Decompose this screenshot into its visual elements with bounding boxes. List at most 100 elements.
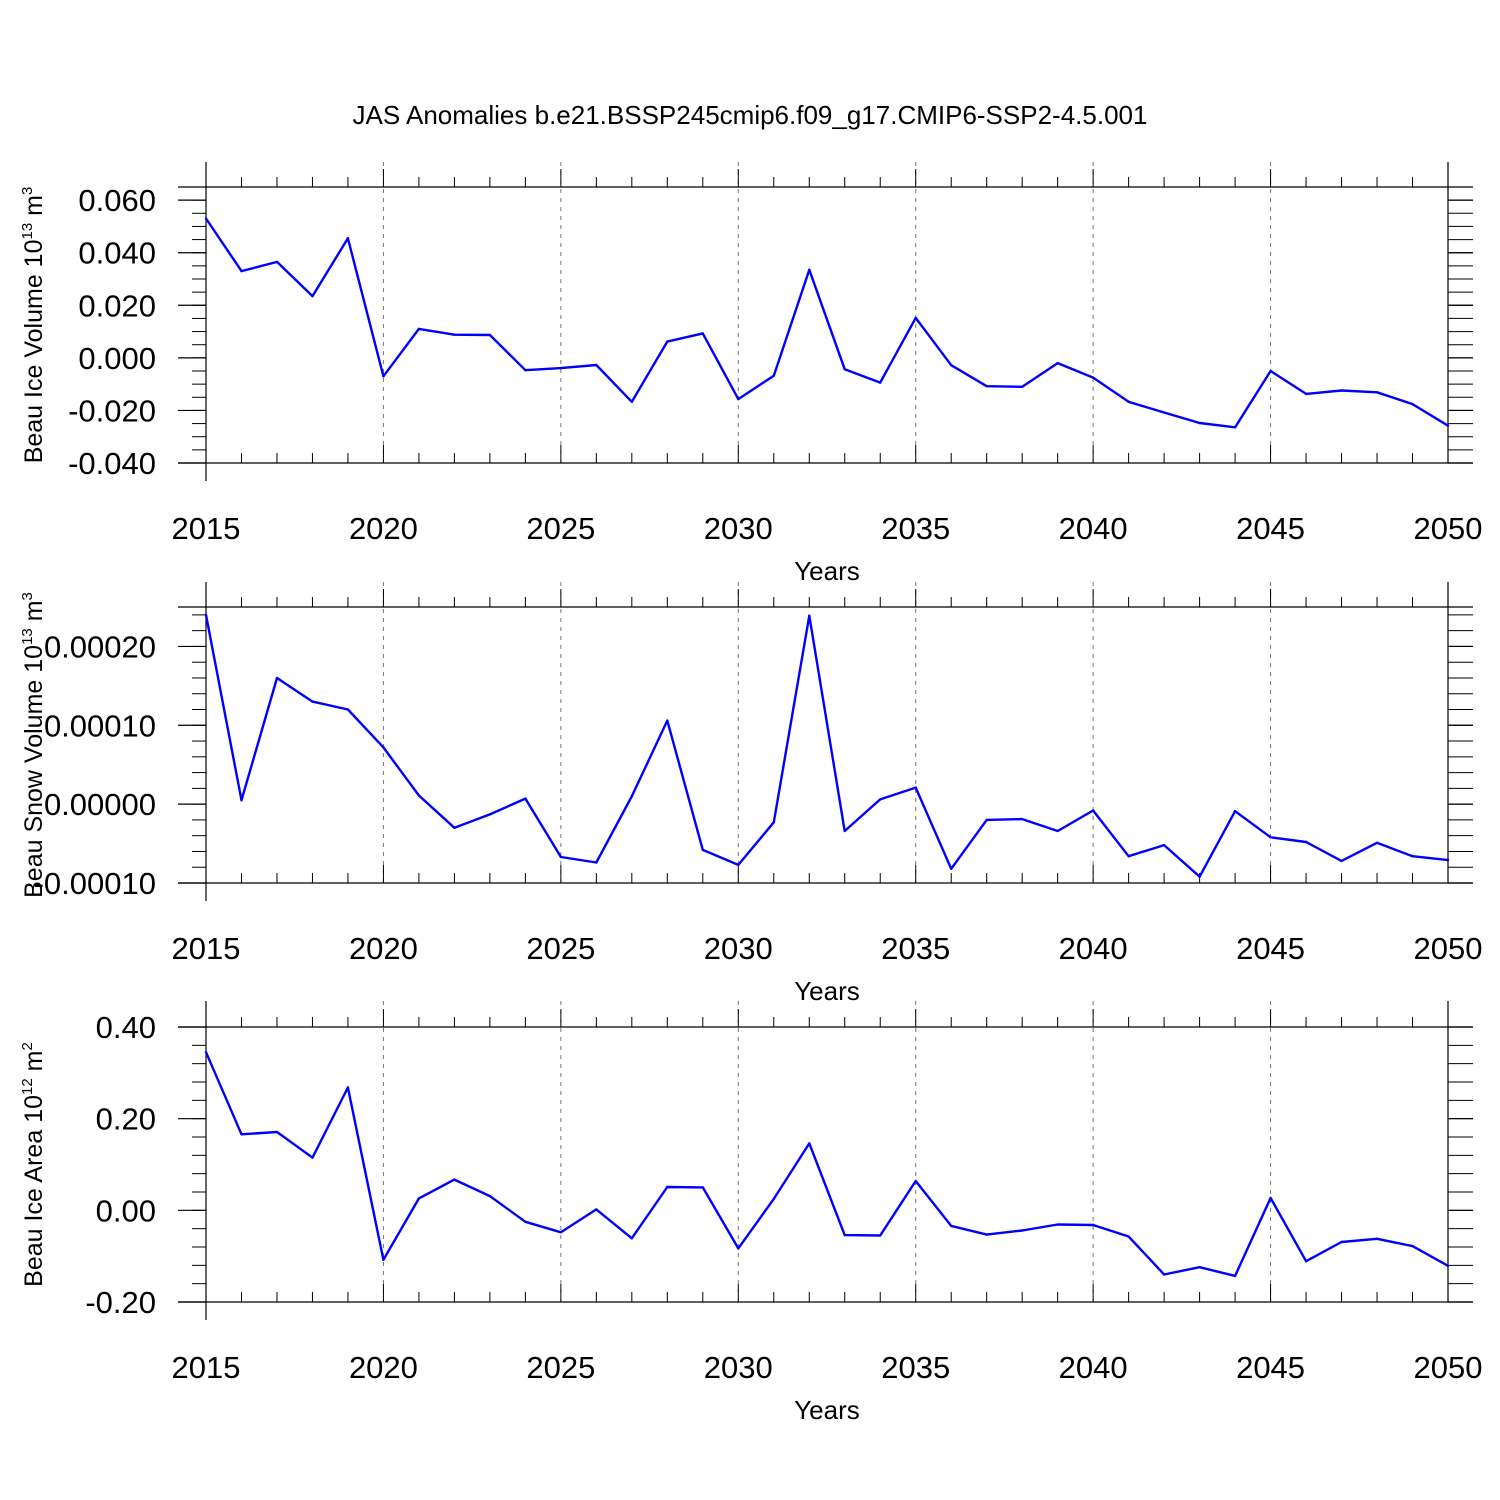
data-point xyxy=(1304,840,1308,844)
data-point xyxy=(1020,1229,1024,1232)
x-tick-label: 2020 xyxy=(349,1350,418,1385)
data-point xyxy=(950,1224,953,1228)
data-point xyxy=(701,332,704,335)
y-tick-label: -0.040 xyxy=(68,446,156,481)
y-tick-label: 0.040 xyxy=(78,236,156,271)
data-point xyxy=(382,1258,385,1262)
data-point xyxy=(1446,1264,1450,1267)
data-point xyxy=(1162,411,1166,414)
data-point xyxy=(1269,836,1272,839)
y-tick-label: 0.40 xyxy=(96,1010,156,1045)
data-point xyxy=(1411,854,1414,858)
data-point xyxy=(1127,400,1130,403)
data-point xyxy=(1304,1260,1308,1263)
data-point xyxy=(843,1233,846,1237)
data-point xyxy=(630,1237,634,1240)
data-point xyxy=(1091,809,1095,812)
data-point xyxy=(843,367,846,371)
data-point xyxy=(772,374,775,377)
x-tick-label: 2050 xyxy=(1414,511,1483,546)
y-tick-label: 0.060 xyxy=(78,183,156,218)
y-tick-label: 0.00010 xyxy=(44,708,156,743)
x-tick-label: 2030 xyxy=(704,511,773,546)
data-point xyxy=(1375,1237,1379,1240)
data-point xyxy=(524,797,527,800)
data-point xyxy=(559,1231,563,1234)
data-point xyxy=(382,375,385,378)
data-point xyxy=(1091,376,1095,379)
x-tick-label: 2050 xyxy=(1414,1350,1483,1385)
data-point xyxy=(524,369,527,372)
data-point xyxy=(1198,421,1201,425)
data-point xyxy=(1056,829,1059,833)
chart-panel-2: -0.00010 0.00000 0.00010 0.00020 2015 2020 202… xyxy=(19,582,1482,1006)
data-point xyxy=(1304,392,1308,396)
data-point xyxy=(985,385,988,388)
data-point xyxy=(1411,402,1414,406)
data-point xyxy=(417,327,421,331)
data-point xyxy=(737,1247,740,1250)
x-axis-label: Years xyxy=(794,976,860,1006)
data-point xyxy=(879,1234,882,1237)
chart-panel-3: -0.20 0.00 0.20 0.40 2015 2020 2025 2030 2035 204… xyxy=(19,1001,1482,1425)
data-point xyxy=(204,1051,208,1054)
data-point xyxy=(453,1178,456,1181)
x-tick-label: 2035 xyxy=(881,511,950,546)
data-point xyxy=(488,813,492,816)
data-point xyxy=(595,363,598,367)
figure-title: JAS Anomalies b.e21.BSSP245cmip6.f09_g17… xyxy=(353,100,1148,130)
x-tick-label: 2025 xyxy=(526,931,595,966)
data-point xyxy=(879,381,882,384)
data-point xyxy=(914,786,917,789)
data-point xyxy=(204,613,208,617)
data-point xyxy=(204,217,208,220)
data-point xyxy=(346,708,350,711)
x-tick-label: 2040 xyxy=(1059,1350,1128,1385)
y-tick-label: -0.20 xyxy=(85,1285,156,1320)
data-point xyxy=(1020,385,1024,388)
data-point xyxy=(666,1185,669,1189)
data-point xyxy=(1411,1244,1414,1248)
series-line xyxy=(204,1051,1449,1278)
data-point xyxy=(950,867,953,871)
data-point xyxy=(1446,858,1450,862)
data-point xyxy=(1233,810,1237,813)
x-axis-label: Years xyxy=(794,1395,860,1425)
data-point xyxy=(1127,854,1130,858)
y-axis-label: Beau Snow Volume 1013 m3 xyxy=(19,592,48,898)
y-tick-label: 0.20 xyxy=(96,1102,156,1137)
data-point xyxy=(1162,1273,1166,1276)
data-point xyxy=(701,1186,704,1189)
data-point xyxy=(1056,1223,1059,1226)
x-tick-label: 2045 xyxy=(1236,931,1305,966)
x-tick-label: 2035 xyxy=(881,931,950,966)
y-tick-label: 0.020 xyxy=(78,288,156,323)
data-point xyxy=(275,1130,279,1134)
data-point xyxy=(1269,1196,1272,1200)
data-point xyxy=(737,863,740,867)
y-tick-label: -0.020 xyxy=(68,393,156,428)
data-point xyxy=(1198,1265,1201,1269)
y-axis-label: Beau Ice Area 1012 m2 xyxy=(19,1042,48,1287)
data-point xyxy=(1446,424,1450,427)
data-point xyxy=(559,855,563,859)
x-tick-label: 2045 xyxy=(1236,1350,1305,1385)
data-point xyxy=(666,340,669,343)
data-point xyxy=(1091,1223,1095,1227)
data-point xyxy=(559,366,563,370)
x-tick-label: 2035 xyxy=(881,1350,950,1385)
data-point xyxy=(240,799,243,802)
data-point xyxy=(1056,361,1059,365)
x-axis-label: Years xyxy=(794,556,860,586)
data-point xyxy=(1375,391,1379,394)
x-tick-label: 2015 xyxy=(172,1350,241,1385)
data-point xyxy=(808,614,811,617)
series-line xyxy=(205,217,1449,429)
data-point xyxy=(311,700,314,703)
data-point xyxy=(346,237,350,240)
data-point xyxy=(843,829,846,833)
data-point xyxy=(1127,1235,1130,1238)
data-point xyxy=(1269,369,1272,373)
data-point xyxy=(488,1194,492,1198)
data-point xyxy=(914,1179,917,1183)
